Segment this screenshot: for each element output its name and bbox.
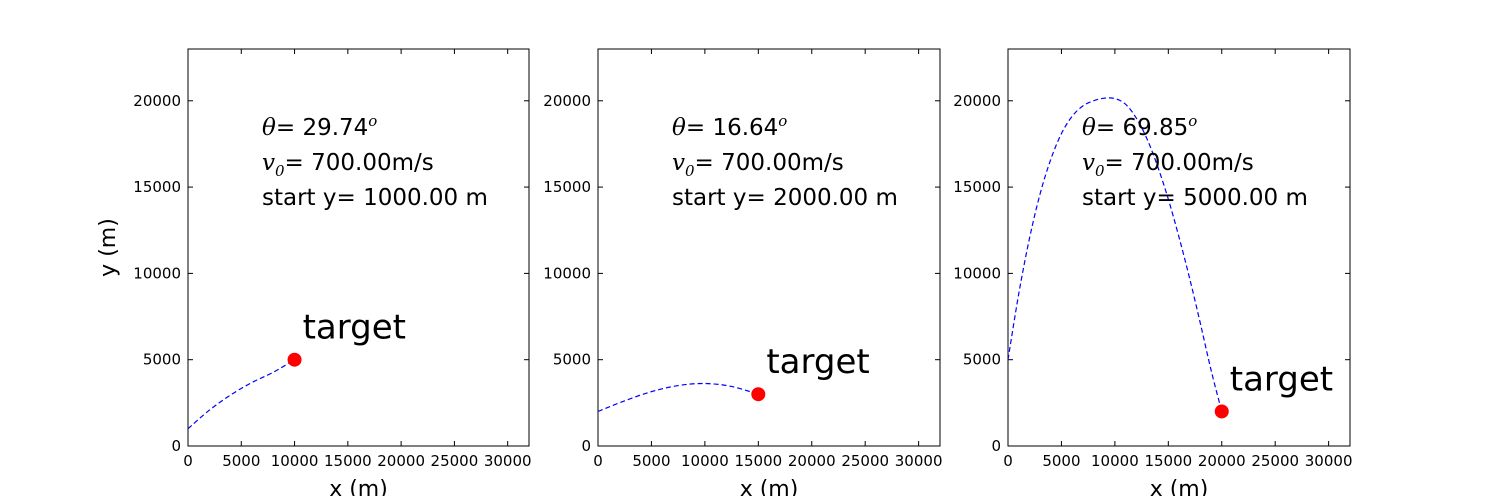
theta-value: = 29.74 xyxy=(276,115,368,141)
chart-panel-1: 0 5000 10000 15000 20000 25000 30000 0 5000 10000… xyxy=(96,48,532,496)
theta-symbol: θ xyxy=(262,115,276,141)
theta-degree: o xyxy=(778,112,787,130)
start-y-annotation: start y= 1000.00 m xyxy=(262,185,488,211)
x-tick-label: 15000 xyxy=(324,452,372,470)
axes-frame xyxy=(1007,48,1351,447)
x-tick-label: 30000 xyxy=(895,452,943,470)
theta-symbol: θ xyxy=(672,115,686,141)
x-tick-label: 10000 xyxy=(271,452,319,470)
y-tick-label: 20000 xyxy=(953,92,1001,110)
target-marker xyxy=(1214,404,1229,419)
y-tick-label: 10000 xyxy=(543,264,591,282)
x-tick-label: 0 xyxy=(183,452,193,470)
trajectory-line xyxy=(598,382,759,413)
x-tick-label: 5000 xyxy=(222,452,260,470)
velocity-symbol: v xyxy=(1082,150,1095,176)
x-axis-label: x (m) xyxy=(329,477,388,496)
target-label: target xyxy=(303,308,406,348)
theta-symbol: θ xyxy=(1082,115,1096,141)
velocity-value: = 700.00m/s xyxy=(285,150,434,176)
x-tick-label: 25000 xyxy=(841,452,889,470)
x-tick-label: 0 xyxy=(1003,452,1013,470)
velocity-annotation: v0= 700.00m/s xyxy=(672,150,844,180)
velocity-subscript: 0 xyxy=(1095,162,1105,180)
y-tick-label: 20000 xyxy=(543,92,591,110)
theta-annotation: θ= 16.64o xyxy=(672,112,787,141)
x-tick-label: 20000 xyxy=(1198,452,1246,470)
y-tick-label: 10000 xyxy=(133,264,181,282)
x-tick-label: 20000 xyxy=(788,452,836,470)
theta-value: = 16.64 xyxy=(686,115,778,141)
x-tick-label: 30000 xyxy=(1305,452,1353,470)
y-tick-label: 5000 xyxy=(553,351,591,369)
target-marker xyxy=(287,352,302,367)
velocity-annotation: v0= 700.00m/s xyxy=(1082,150,1254,180)
velocity-annotation: v0= 700.00m/s xyxy=(262,150,434,180)
trajectory-line xyxy=(188,359,295,430)
trajectory-line xyxy=(1008,97,1223,412)
x-tick-label: 25000 xyxy=(431,452,479,470)
theta-value: = 69.85 xyxy=(1096,115,1188,141)
target-label: target xyxy=(766,342,869,382)
theta-annotation: θ= 69.85o xyxy=(1082,112,1197,141)
x-tick-label: 10000 xyxy=(681,452,729,470)
x-tick-label: 20000 xyxy=(377,452,425,470)
x-axis-label: x (m) xyxy=(1150,477,1209,496)
x-tick-label: 15000 xyxy=(1144,452,1192,470)
chart-panel-2: 0 5000 10000 15000 20000 25000 30000 0 5000 10000… xyxy=(543,48,943,496)
velocity-subscript: 0 xyxy=(275,162,285,180)
velocity-subscript: 0 xyxy=(685,162,695,180)
velocity-value: = 700.00m/s xyxy=(695,150,844,176)
theta-degree: o xyxy=(368,112,377,130)
axes-frame xyxy=(597,48,941,447)
theta-annotation: θ= 29.74o xyxy=(262,112,377,141)
x-tick-label: 25000 xyxy=(1251,452,1299,470)
y-tick-label: 15000 xyxy=(133,178,181,196)
velocity-symbol: v xyxy=(672,150,685,176)
velocity-symbol: v xyxy=(262,150,275,176)
x-tick-label: 0 xyxy=(593,452,603,470)
y-tick-label: 0 xyxy=(581,437,591,455)
start-y-annotation: start y= 5000.00 m xyxy=(1082,185,1308,211)
y-tick-label: 15000 xyxy=(543,178,591,196)
y-tick-label: 20000 xyxy=(133,92,181,110)
y-tick-label: 0 xyxy=(171,437,181,455)
x-tick-label: 15000 xyxy=(734,452,782,470)
x-tick-label: 10000 xyxy=(1091,452,1139,470)
x-axis-label: x (m) xyxy=(740,477,799,496)
target-marker xyxy=(751,387,766,402)
theta-degree: o xyxy=(1188,112,1197,130)
x-tick-label: 5000 xyxy=(1042,452,1080,470)
y-axis-label: y (m) xyxy=(96,218,121,277)
start-y-annotation: start y= 2000.00 m xyxy=(672,185,898,211)
y-tick-label: 15000 xyxy=(953,178,1001,196)
velocity-value: = 700.00m/s xyxy=(1105,150,1254,176)
y-tick-label: 5000 xyxy=(963,351,1001,369)
y-tick-label: 5000 xyxy=(143,351,181,369)
x-tick-label: 5000 xyxy=(632,452,670,470)
x-tick-label: 30000 xyxy=(484,452,532,470)
target-label: target xyxy=(1230,359,1333,399)
y-tick-label: 0 xyxy=(991,437,1001,455)
chart-panel-3: 0 5000 10000 15000 20000 25000 30000 0 5000 10000… xyxy=(953,48,1353,496)
y-tick-label: 10000 xyxy=(953,264,1001,282)
axes-frame xyxy=(187,48,530,447)
